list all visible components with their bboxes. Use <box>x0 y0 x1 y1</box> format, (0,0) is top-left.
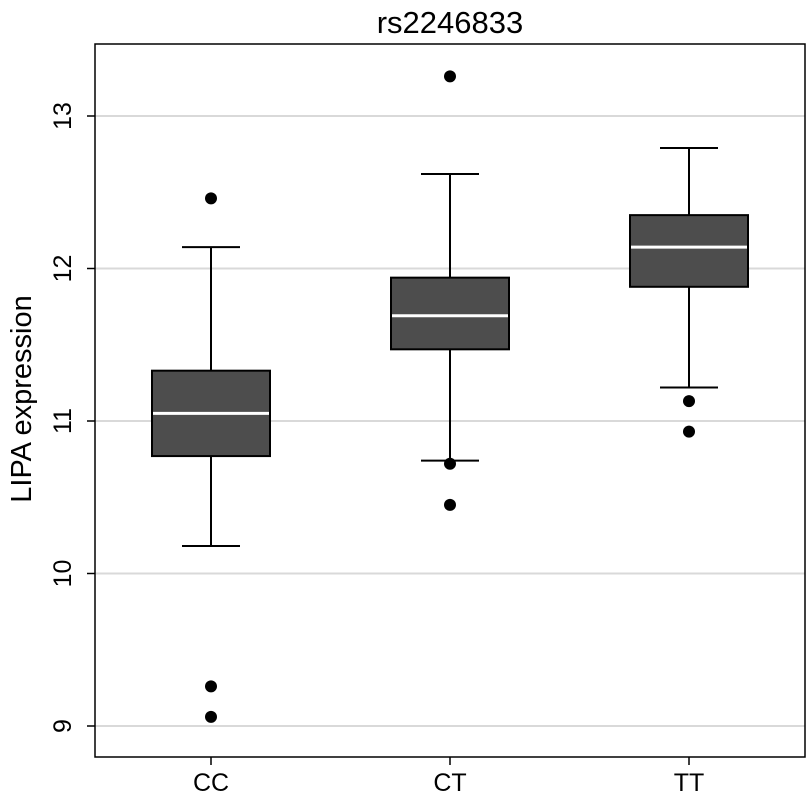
y-tick-label: 9 <box>49 719 77 733</box>
box-iqr <box>390 276 510 351</box>
x-tick-label: CC <box>193 769 229 797</box>
y-tick-label: 10 <box>49 560 77 588</box>
y-tick-label: 13 <box>49 102 77 130</box>
outlier-point <box>205 680 217 693</box>
y-tick-label: 12 <box>49 255 77 283</box>
outlier-point <box>444 70 456 83</box>
box-group-ct <box>390 70 510 511</box>
outlier-point <box>683 425 695 438</box>
outlier-point <box>444 498 456 511</box>
outlier-point <box>205 192 217 205</box>
outlier-point <box>444 457 456 470</box>
outlier-point <box>683 395 695 408</box>
x-axis-ticks: CC CT TT <box>193 757 704 797</box>
chart-title: rs2246833 <box>377 5 524 40</box>
box-group-cc <box>151 192 271 723</box>
y-tick-label: 11 <box>49 408 77 434</box>
box-group-tt <box>629 147 749 438</box>
box-iqr <box>629 214 749 288</box>
x-tick-label: TT <box>674 769 705 797</box>
y-axis-ticks: 9 10 11 12 13 <box>49 102 95 733</box>
box-layer <box>151 70 749 723</box>
outlier-point <box>205 710 217 723</box>
x-tick-label: CT <box>433 769 466 797</box>
y-axis-label: LIPA expression <box>6 295 38 502</box>
